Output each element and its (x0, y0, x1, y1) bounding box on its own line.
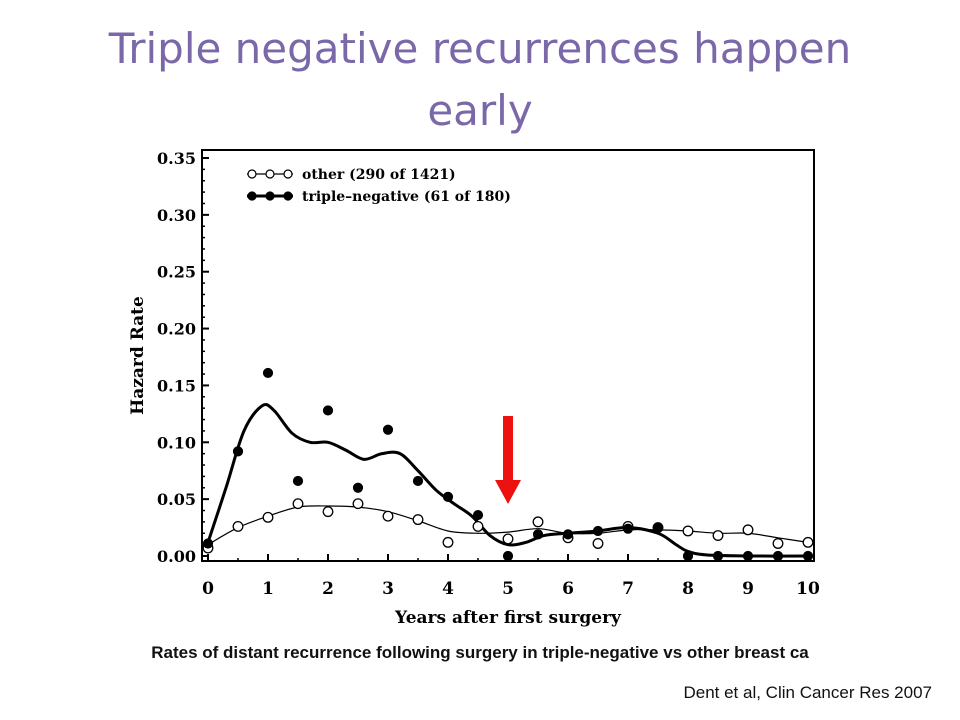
triple-negative-point (442, 491, 454, 502)
y-tick-label: 0.10 (157, 433, 196, 452)
triple-negative-point (202, 538, 214, 549)
hazard-rate-chart: 0.00 0.05 0.10 0.15 0.20 0.25 0.30 0.35 0 1 2 3 4 5 6… (128, 149, 820, 628)
triple-negative-point (532, 529, 544, 540)
x-tick-label: 2 (322, 579, 334, 599)
x-tick-label: 5 (502, 579, 514, 599)
triple-negative-point (352, 482, 364, 493)
triple-negative-point (472, 509, 484, 521)
other-point (352, 498, 364, 510)
legend-label: triple–negative (61 of 180) (302, 189, 511, 205)
triple-negative-point (742, 550, 754, 562)
y-tick-label: 0.05 (157, 490, 196, 509)
x-tick-label: 6 (562, 579, 574, 599)
y-tick-label: 0.35 (157, 149, 196, 168)
y-tick-label: 0.00 (157, 547, 196, 566)
series-curves (206, 403, 809, 558)
other-point (292, 498, 304, 510)
other-point (412, 514, 424, 526)
other-point (442, 536, 454, 548)
series-points (202, 367, 814, 562)
x-tick-label: 8 (682, 579, 694, 599)
x-tick-label: 0 (202, 579, 214, 599)
legend-marker (265, 191, 275, 201)
triple-negative-point (652, 522, 664, 533)
y-axis: 0.00 0.05 0.10 0.15 0.20 0.25 0.30 0.35 (157, 149, 209, 566)
triple-negative-point (802, 550, 814, 562)
triple-negative-point (412, 475, 424, 487)
other-point (382, 510, 394, 522)
other-point (502, 533, 514, 545)
legend-label: other (290 of 1421) (302, 167, 456, 183)
triple-negative-point (232, 446, 244, 457)
triple-negative-point (772, 550, 784, 562)
triple-negative-point (382, 424, 394, 435)
other-point (472, 520, 484, 532)
figure-caption: Rates of distant recurrence following su… (151, 643, 809, 662)
other-point (322, 506, 334, 518)
legend-marker (283, 191, 293, 201)
triple-negative-point (292, 475, 304, 487)
y-tick-label: 0.30 (157, 206, 196, 225)
other-point (742, 524, 754, 536)
x-tick-label: 7 (622, 579, 634, 599)
triple-negative-point (712, 550, 724, 562)
legend-marker (247, 191, 257, 201)
legend: other (290 of 1421) triple–negative (61 o… (247, 167, 511, 205)
down-arrow-annotation (495, 416, 521, 504)
triple-negative-point (622, 523, 634, 534)
y-tick-label: 0.20 (157, 320, 196, 339)
legend-marker (265, 169, 275, 179)
triple-negative-point (262, 367, 274, 379)
x-tick-label: 9 (742, 579, 754, 599)
x-tick-label: 1 (262, 579, 274, 599)
triple-negative-point (682, 550, 694, 562)
other-point (802, 536, 814, 548)
other-point (262, 511, 274, 523)
y-tick-label: 0.25 (157, 263, 196, 282)
other-point (232, 520, 244, 532)
citation: Dent et al, Clin Cancer Res 2007 (683, 683, 932, 702)
triple-negative-point (592, 525, 604, 537)
triple-negative-curve (206, 403, 809, 558)
x-axis-label: Years after first surgery (394, 608, 622, 628)
other-point (712, 530, 724, 541)
y-tick-label: 0.15 (157, 376, 196, 395)
other-point (772, 538, 784, 549)
legend-marker (283, 169, 293, 179)
other-curve (207, 505, 809, 546)
x-tick-label: 10 (796, 579, 820, 599)
other-point (592, 538, 604, 549)
triple-negative-point (322, 405, 334, 416)
triple-negative-point (562, 529, 574, 540)
x-tick-label: 4 (442, 579, 454, 599)
legend-marker (247, 169, 257, 179)
y-axis-label: Hazard Rate (128, 296, 148, 415)
other-point (682, 525, 694, 537)
triple-negative-point (502, 550, 514, 562)
x-tick-label: 3 (382, 579, 394, 599)
other-point (532, 516, 544, 528)
slide-title: Triple negative recurrences happen early (108, 24, 852, 135)
